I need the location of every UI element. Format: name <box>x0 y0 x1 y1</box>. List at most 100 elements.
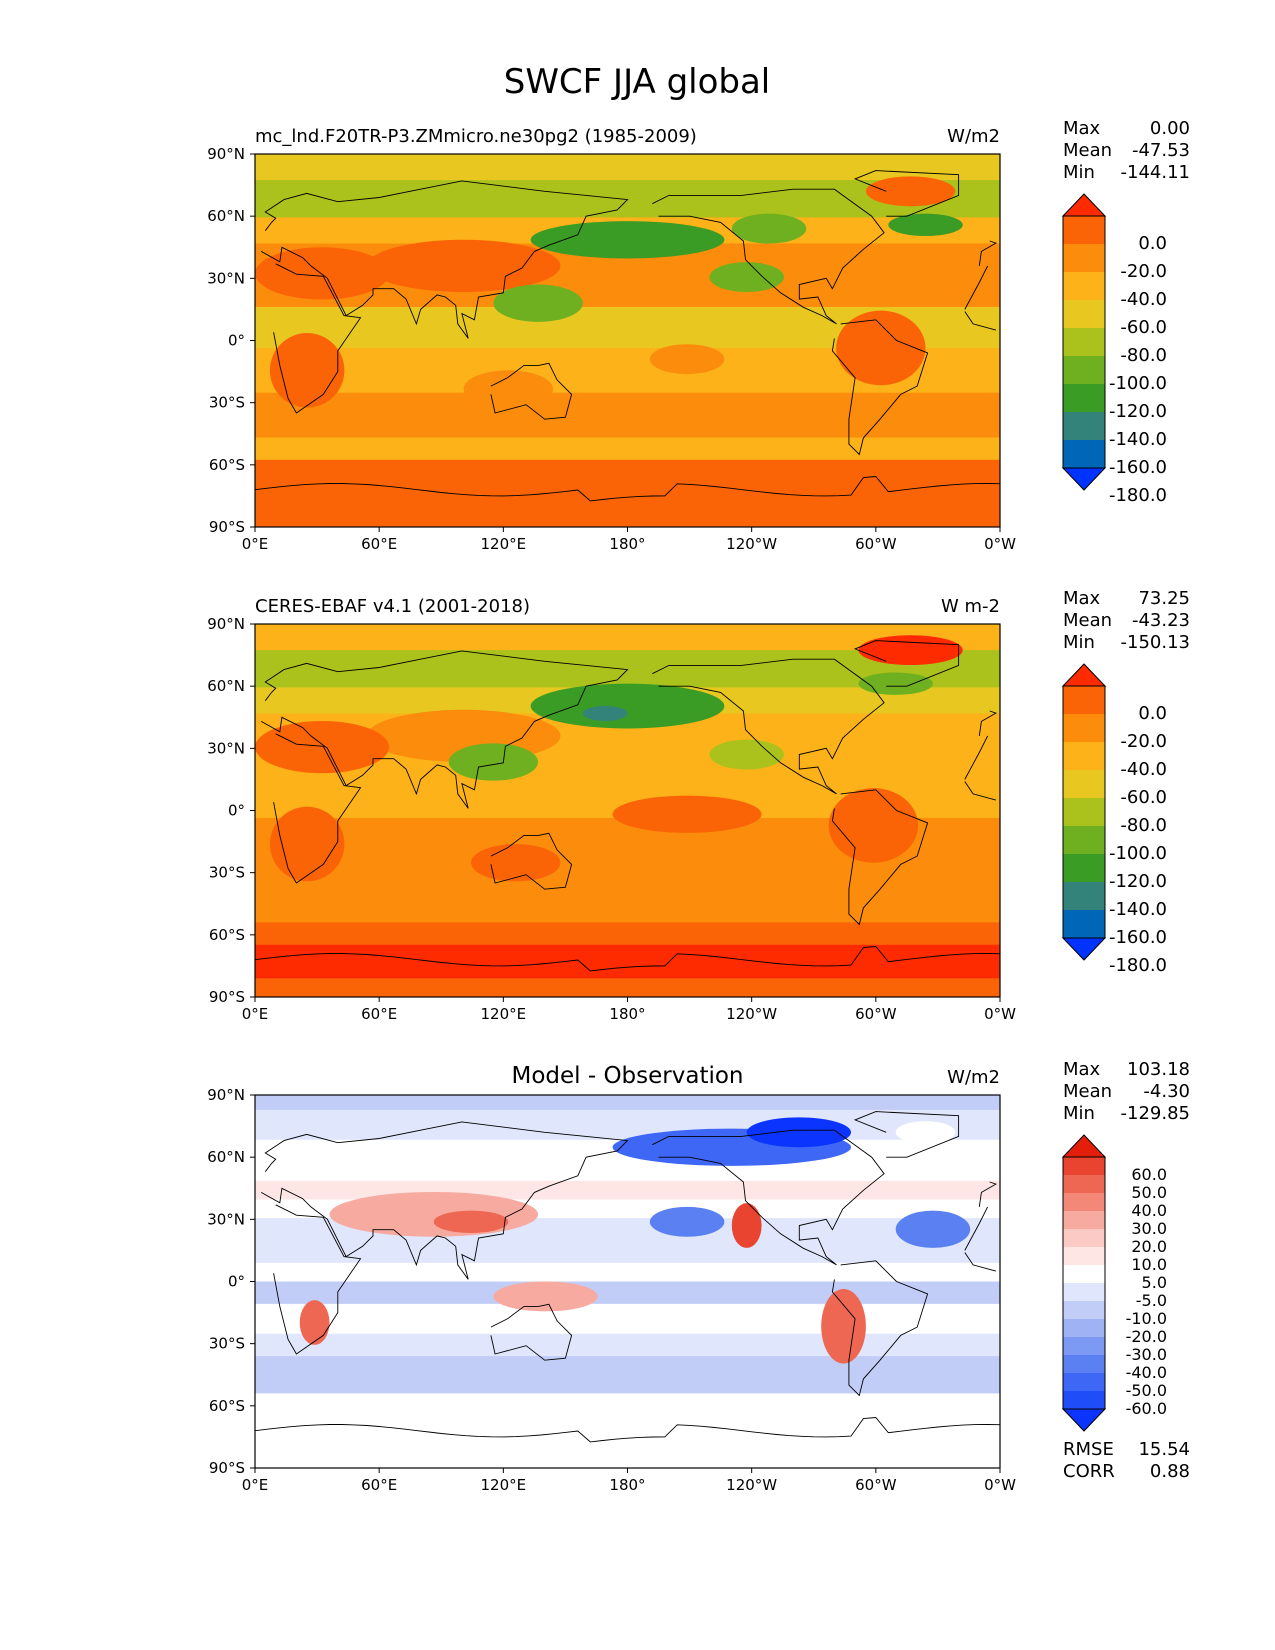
colorbar-label: -180.0 <box>1109 955 1167 976</box>
field-region-11 <box>508 1363 747 1379</box>
panel-units: W/m2 <box>947 126 1000 147</box>
field-region-5 <box>709 739 784 770</box>
colorbar-segment <box>1063 412 1105 441</box>
colorbar-segment <box>1063 714 1105 743</box>
field-region-1 <box>255 720 390 774</box>
colorbar-label: -40.0 <box>1126 1363 1167 1382</box>
x-tick-label: 180° <box>609 1476 645 1494</box>
colorbar-extend-top <box>1061 663 1107 687</box>
colorbar-label: 0.0 <box>1138 233 1167 254</box>
y-tick-label: 60°S <box>209 926 245 944</box>
panel-title-left: CERES-EBAF v4.1 (2001-2018) <box>255 596 530 617</box>
colorbar-segment <box>1063 1373 1105 1392</box>
field-region-9 <box>299 1300 330 1345</box>
y-tick-label: 90°S <box>209 518 245 536</box>
colorbar-segment <box>1063 1301 1105 1320</box>
colorbar-segment <box>1063 1211 1105 1230</box>
coastline-antarctica <box>255 1417 1000 1443</box>
y-tick-label: 60°N <box>207 1148 245 1166</box>
x-tick-label: 0°E <box>242 1005 269 1023</box>
field-region-6 <box>731 213 807 244</box>
field-band-6 <box>255 862 1000 923</box>
coastline <box>831 789 929 926</box>
coastline <box>260 650 629 809</box>
figure-title: SWCF JJA global <box>504 62 771 102</box>
field-region-7 <box>888 213 963 237</box>
field-band-7 <box>255 922 1000 946</box>
colorbar-segment <box>1063 1283 1105 1302</box>
coastline <box>831 319 929 456</box>
coastline <box>978 710 997 736</box>
coastline <box>853 1111 960 1158</box>
coastline <box>490 832 573 890</box>
coastline <box>490 362 573 420</box>
coastline-antarctica <box>255 476 1000 502</box>
coastline <box>652 1129 885 1266</box>
panel-diff: 0°E 60°E 120°E 180° 120°W 60°W 0°W 90°N 60°N 30°N… <box>207 1059 1190 1494</box>
colorbar-label: -100.0 <box>1109 373 1167 394</box>
y-tick-label: 0° <box>228 802 245 820</box>
coastline <box>652 658 885 795</box>
coastlines <box>255 640 1000 972</box>
colorbar-segment <box>1063 854 1105 883</box>
colorbar-segment <box>1063 300 1105 329</box>
field-band-1 <box>255 1109 1000 1141</box>
panel-units: W/m2 <box>947 1067 1000 1088</box>
x-tick-label: 180° <box>609 1005 645 1023</box>
x-tick-label: 0°W <box>984 535 1016 553</box>
colorbar-label: 5.0 <box>1142 1273 1167 1292</box>
colorbar: 0.0 -20.0 -40.0 -60.0 -80.0 -100.0 -120.0 -140.… <box>1061 663 1167 976</box>
colorbar-label: 60.0 <box>1131 1165 1167 1184</box>
field-band-0 <box>255 1095 1000 1111</box>
coastline <box>853 170 960 217</box>
colorbar-label: -60.0 <box>1120 787 1167 808</box>
colorbar-frame <box>1062 685 1106 939</box>
x-tick-label: 60°E <box>361 1005 397 1023</box>
colorbar-segment <box>1063 272 1105 301</box>
y-tick-label: 30°N <box>207 1210 245 1228</box>
field-region-3 <box>530 683 725 729</box>
field-region-2 <box>269 806 345 882</box>
stat-label-corr: CORR <box>1063 1461 1115 1482</box>
colorbar-label: 30.0 <box>1131 1219 1167 1238</box>
stat-value-min: -144.11 <box>1121 162 1190 183</box>
y-tick-label: 30°N <box>207 269 245 287</box>
field-region-11 <box>463 370 553 408</box>
stat-value-max: 0.00 <box>1150 118 1190 139</box>
colorbar-extend-bottom <box>1061 937 1107 961</box>
coastline <box>964 265 989 310</box>
field-band-0 <box>255 154 1000 181</box>
panel-model: 0°E 60°E 120°E 180° 120°W 60°W 0°W 90°N 60°N 30°N… <box>207 118 1190 553</box>
stat-label-min: Min <box>1063 162 1095 183</box>
map-field <box>255 624 1000 997</box>
field-band-7 <box>255 1281 1000 1305</box>
coastline <box>964 1206 989 1251</box>
x-tick-label: 120°E <box>481 1005 527 1023</box>
stat-value-max: 103.18 <box>1127 1059 1190 1080</box>
map-field <box>255 1095 1000 1468</box>
y-tick-label: 30°S <box>209 864 245 882</box>
field-band-7 <box>255 437 1000 461</box>
stat-label-mean: Mean <box>1063 1081 1112 1102</box>
colorbar-label: -100.0 <box>1109 843 1167 864</box>
colorbar-segment <box>1063 244 1105 273</box>
coastline-antarctica <box>255 946 1000 972</box>
x-tick-label: 120°W <box>726 1476 777 1494</box>
colorbar-label: -20.0 <box>1126 1327 1167 1346</box>
colorbar-label: 20.0 <box>1131 1237 1167 1256</box>
colorbar-label: -140.0 <box>1109 429 1167 450</box>
coastline <box>490 1303 573 1361</box>
stat-value-corr: 0.88 <box>1150 1461 1190 1482</box>
y-tick-label: 30°S <box>209 1335 245 1353</box>
field-region-5 <box>895 1210 971 1248</box>
colorbar-segment <box>1063 356 1105 385</box>
coastline <box>978 1181 997 1207</box>
field-region-10 <box>895 1121 956 1144</box>
x-tick-label: 0°E <box>242 1476 269 1494</box>
colorbar-segment <box>1063 384 1105 413</box>
colorbar-label: 10.0 <box>1131 1255 1167 1274</box>
x-tick-label: 0°W <box>984 1005 1016 1023</box>
y-tick-label: 30°N <box>207 739 245 757</box>
panel-obs: 0°E 60°E 120°E 180° 120°W 60°W 0°W 90°N 60°N 30°N… <box>207 588 1190 1023</box>
field-region-4 <box>709 262 784 293</box>
